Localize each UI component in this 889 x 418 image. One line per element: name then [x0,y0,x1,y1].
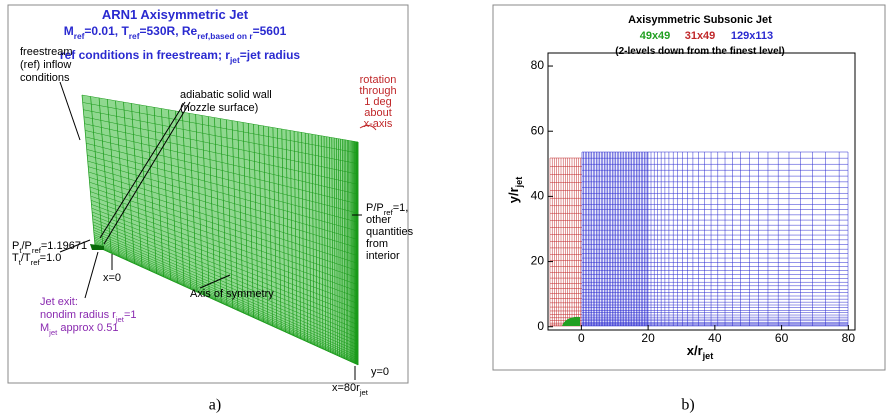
text-segment: =5601 [253,24,287,38]
text-segment: M [40,322,49,334]
axis-label: Axis of symmetry [190,288,274,300]
x-tick-label: 40 [708,331,722,345]
text-segment: Axis of symmetry [190,288,274,300]
note: ref conditions in freestream; rjet=jet r… [60,48,301,65]
text-segment: M [64,24,74,38]
text-segment: (2-levels down from the finest level) [615,46,784,57]
text-segment: P/P [366,202,384,214]
inflow-label: (ref) inflow [20,59,71,71]
subscript: jet [514,177,524,189]
plot-frame [548,53,855,330]
x-tick-label: 60 [775,331,789,345]
outflow-label: quantities [366,226,414,238]
caption: b) [681,397,694,414]
text-segment: Jet exit: [40,296,78,308]
mesh-a [82,95,358,365]
text-segment: freestream [20,46,73,58]
mesh-b [550,152,848,326]
text-segment: y=0 [371,366,389,378]
outflow-label: interior [366,250,400,262]
text-segment: (ref) inflow [20,59,71,71]
jet-exit-label: Jet exit: [40,296,78,308]
wall-label: adiabatic solid wall [180,89,272,101]
grid-size: 49x49 [640,30,671,42]
text-segment: approx 0.51 [57,322,118,334]
y0-label: y=0 [371,366,389,378]
caption: a) [209,397,221,414]
x-tick-label: 0 [578,331,585,345]
subscript: jet [702,351,714,361]
x-tick-label: 80 [842,331,856,345]
arrow [60,82,80,140]
y-tick-label: 80 [531,58,545,72]
text-segment: (nozzle surface) [180,102,258,114]
y-tick-label: 60 [531,123,545,137]
text-segment: y/r [506,187,521,203]
text-segment: =0.01, T [84,24,129,38]
y-tick-label: 0 [537,319,544,333]
text-segment: =jet radius [240,48,301,62]
text-segment: x/r [687,343,703,358]
y-tick-label: 20 [531,254,545,268]
arrow [85,252,98,298]
text-segment: =1.19671 [41,240,87,252]
text-segment: =1, [393,202,409,214]
y-axis-label: y/rjet [506,177,524,204]
outflow-label: from [366,238,388,250]
y-tick-label: 40 [531,189,545,203]
subscript: ref [129,31,140,41]
conditions: Mref=0.01, Tref=530R, Reref,based on r=5… [64,24,287,41]
text-segment: nondim radius r [40,309,116,321]
text-segment: /T [21,252,31,264]
subscript: jet [229,55,240,65]
text-segment: x-axis [364,118,393,130]
text-segment: quantities [366,226,414,238]
text-segment: ref conditions in freestream; r [60,48,230,62]
text-segment: /P [21,240,31,252]
text-segment: P [12,240,19,252]
x0-label: x=0 [103,272,121,284]
figure: ARN1 Axisymmetric JetMref=0.01, Tref=530… [0,0,889,418]
text-segment: ARN1 Axisymmetric Jet [102,7,249,22]
text-segment: adiabatic solid wall [180,89,272,101]
text-segment: interior [366,250,400,262]
rotation-label: x-axis [364,118,393,130]
grid-size: 129x113 [731,30,773,42]
x80-label: x=80rjet [332,382,369,397]
wall-label: (nozzle surface) [180,102,258,114]
jet-grid [562,317,580,326]
text-segment: from [366,238,388,250]
text-segment: x=80r [332,382,360,394]
text-segment: x=0 [103,272,121,284]
text-segment: =530R, Re [140,24,198,38]
text-segment: conditions [20,72,70,84]
text-segment: other [366,214,391,226]
title: Axisymmetric Subsonic Jet [628,14,772,26]
subscript: ref [74,31,85,41]
x-axis-label: x/rjet [687,343,714,361]
text-segment: Axisymmetric Subsonic Jet [628,14,772,26]
title: ARN1 Axisymmetric Jet [102,7,249,22]
jet-exit-label: Mjet approx 0.51 [40,322,118,337]
text-segment: =1.0 [40,252,62,264]
inflow-label: freestream [20,46,73,58]
grid-size: 31x49 [685,30,716,42]
mesh-fill [82,95,358,365]
inflow-label: conditions [20,72,70,84]
subtitle: (2-levels down from the finest level) [615,46,784,57]
subscript: ref,based on r [197,31,253,41]
outflow-label: other [366,214,391,226]
text-segment: =1 [124,309,137,321]
subscript: jet [359,388,369,397]
x-tick-label: 20 [641,331,655,345]
